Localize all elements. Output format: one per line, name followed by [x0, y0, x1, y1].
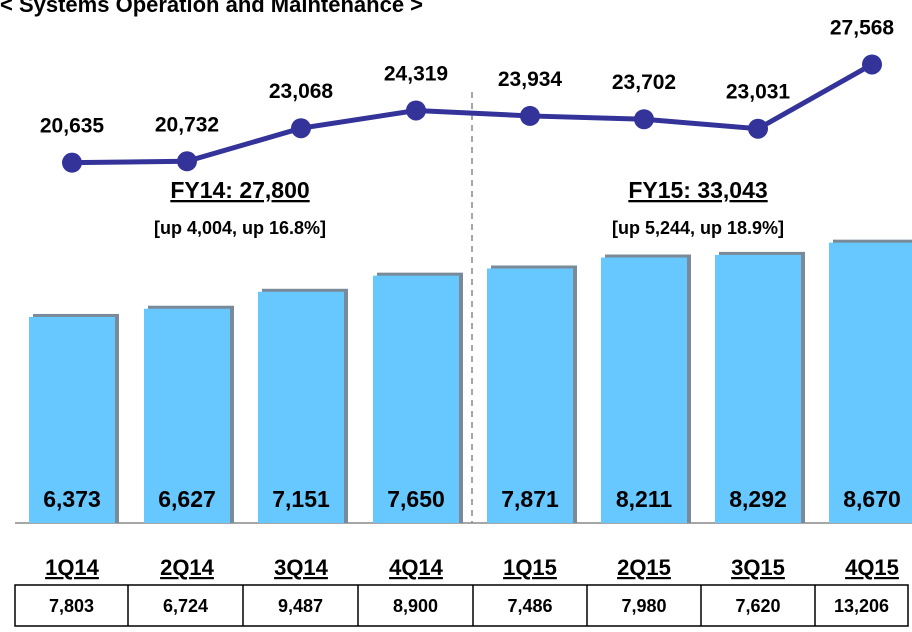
bar: [487, 268, 573, 523]
bar-label: 7,871: [501, 486, 559, 512]
chart-title: < Systems Operation and Maintenance >: [0, 0, 423, 17]
x-tick-label: 2Q15: [617, 555, 671, 580]
bar-label: 6,373: [43, 486, 101, 512]
bar-label: 7,151: [272, 486, 330, 512]
bar: [144, 308, 230, 523]
table-cell: 7,980: [621, 596, 666, 616]
line-point: [634, 109, 654, 130]
bar: [29, 316, 115, 523]
line-point: [291, 118, 311, 139]
line-point: [62, 152, 82, 173]
line-point: [748, 118, 768, 139]
line-label: 23,702: [612, 71, 676, 94]
line-label: 23,934: [498, 68, 563, 91]
bar-label: 8,670: [843, 486, 901, 512]
x-tick-label: 2Q14: [160, 555, 215, 580]
table-cell: 7,620: [735, 596, 780, 616]
bar-label: 8,211: [616, 486, 672, 512]
line-label: 23,068: [269, 80, 334, 103]
bar: [258, 291, 344, 523]
annotation-title: FY14: 27,800: [170, 177, 309, 203]
x-tick-label: 1Q15: [503, 555, 557, 580]
annotation-title: FY15: 33,043: [628, 177, 767, 203]
bar-label: 6,627: [158, 486, 216, 512]
table-cell: 9,487: [278, 596, 323, 616]
line-label: 23,031: [726, 81, 791, 104]
x-tick-label: 4Q15: [845, 555, 899, 580]
table-cell: 7,486: [507, 596, 552, 616]
table-border: [14, 584, 909, 627]
bar: [373, 275, 459, 523]
bar-label: 8,292: [729, 486, 787, 512]
annotation-text: [up 5,244, up 18.9%]: [612, 218, 784, 238]
table-cell: 7,803: [49, 596, 94, 616]
table-cell: 8,900: [393, 596, 438, 616]
x-tick-label: 3Q14: [274, 555, 329, 580]
annotation-text: [up 4,004, up 16.8%]: [154, 218, 326, 238]
line-point: [406, 100, 426, 121]
x-tick-label: 4Q14: [389, 555, 444, 580]
line-label: 20,635: [40, 115, 105, 138]
line-label: 20,732: [155, 113, 219, 136]
line-point: [177, 151, 197, 172]
table-cell: 13,206: [834, 596, 889, 616]
line-point: [520, 105, 540, 126]
bar: [601, 257, 687, 523]
bar-label: 7,650: [387, 486, 445, 512]
x-tick-label: 1Q14: [45, 555, 100, 580]
bar: [715, 254, 801, 523]
bar: [829, 242, 912, 524]
line-label: 24,319: [384, 62, 448, 85]
x-tick-label: 3Q15: [731, 555, 785, 580]
line-point: [862, 54, 882, 75]
table-cell: 6,724: [163, 596, 208, 616]
line: [71, 62, 874, 166]
line-label: 27,568: [830, 16, 895, 39]
